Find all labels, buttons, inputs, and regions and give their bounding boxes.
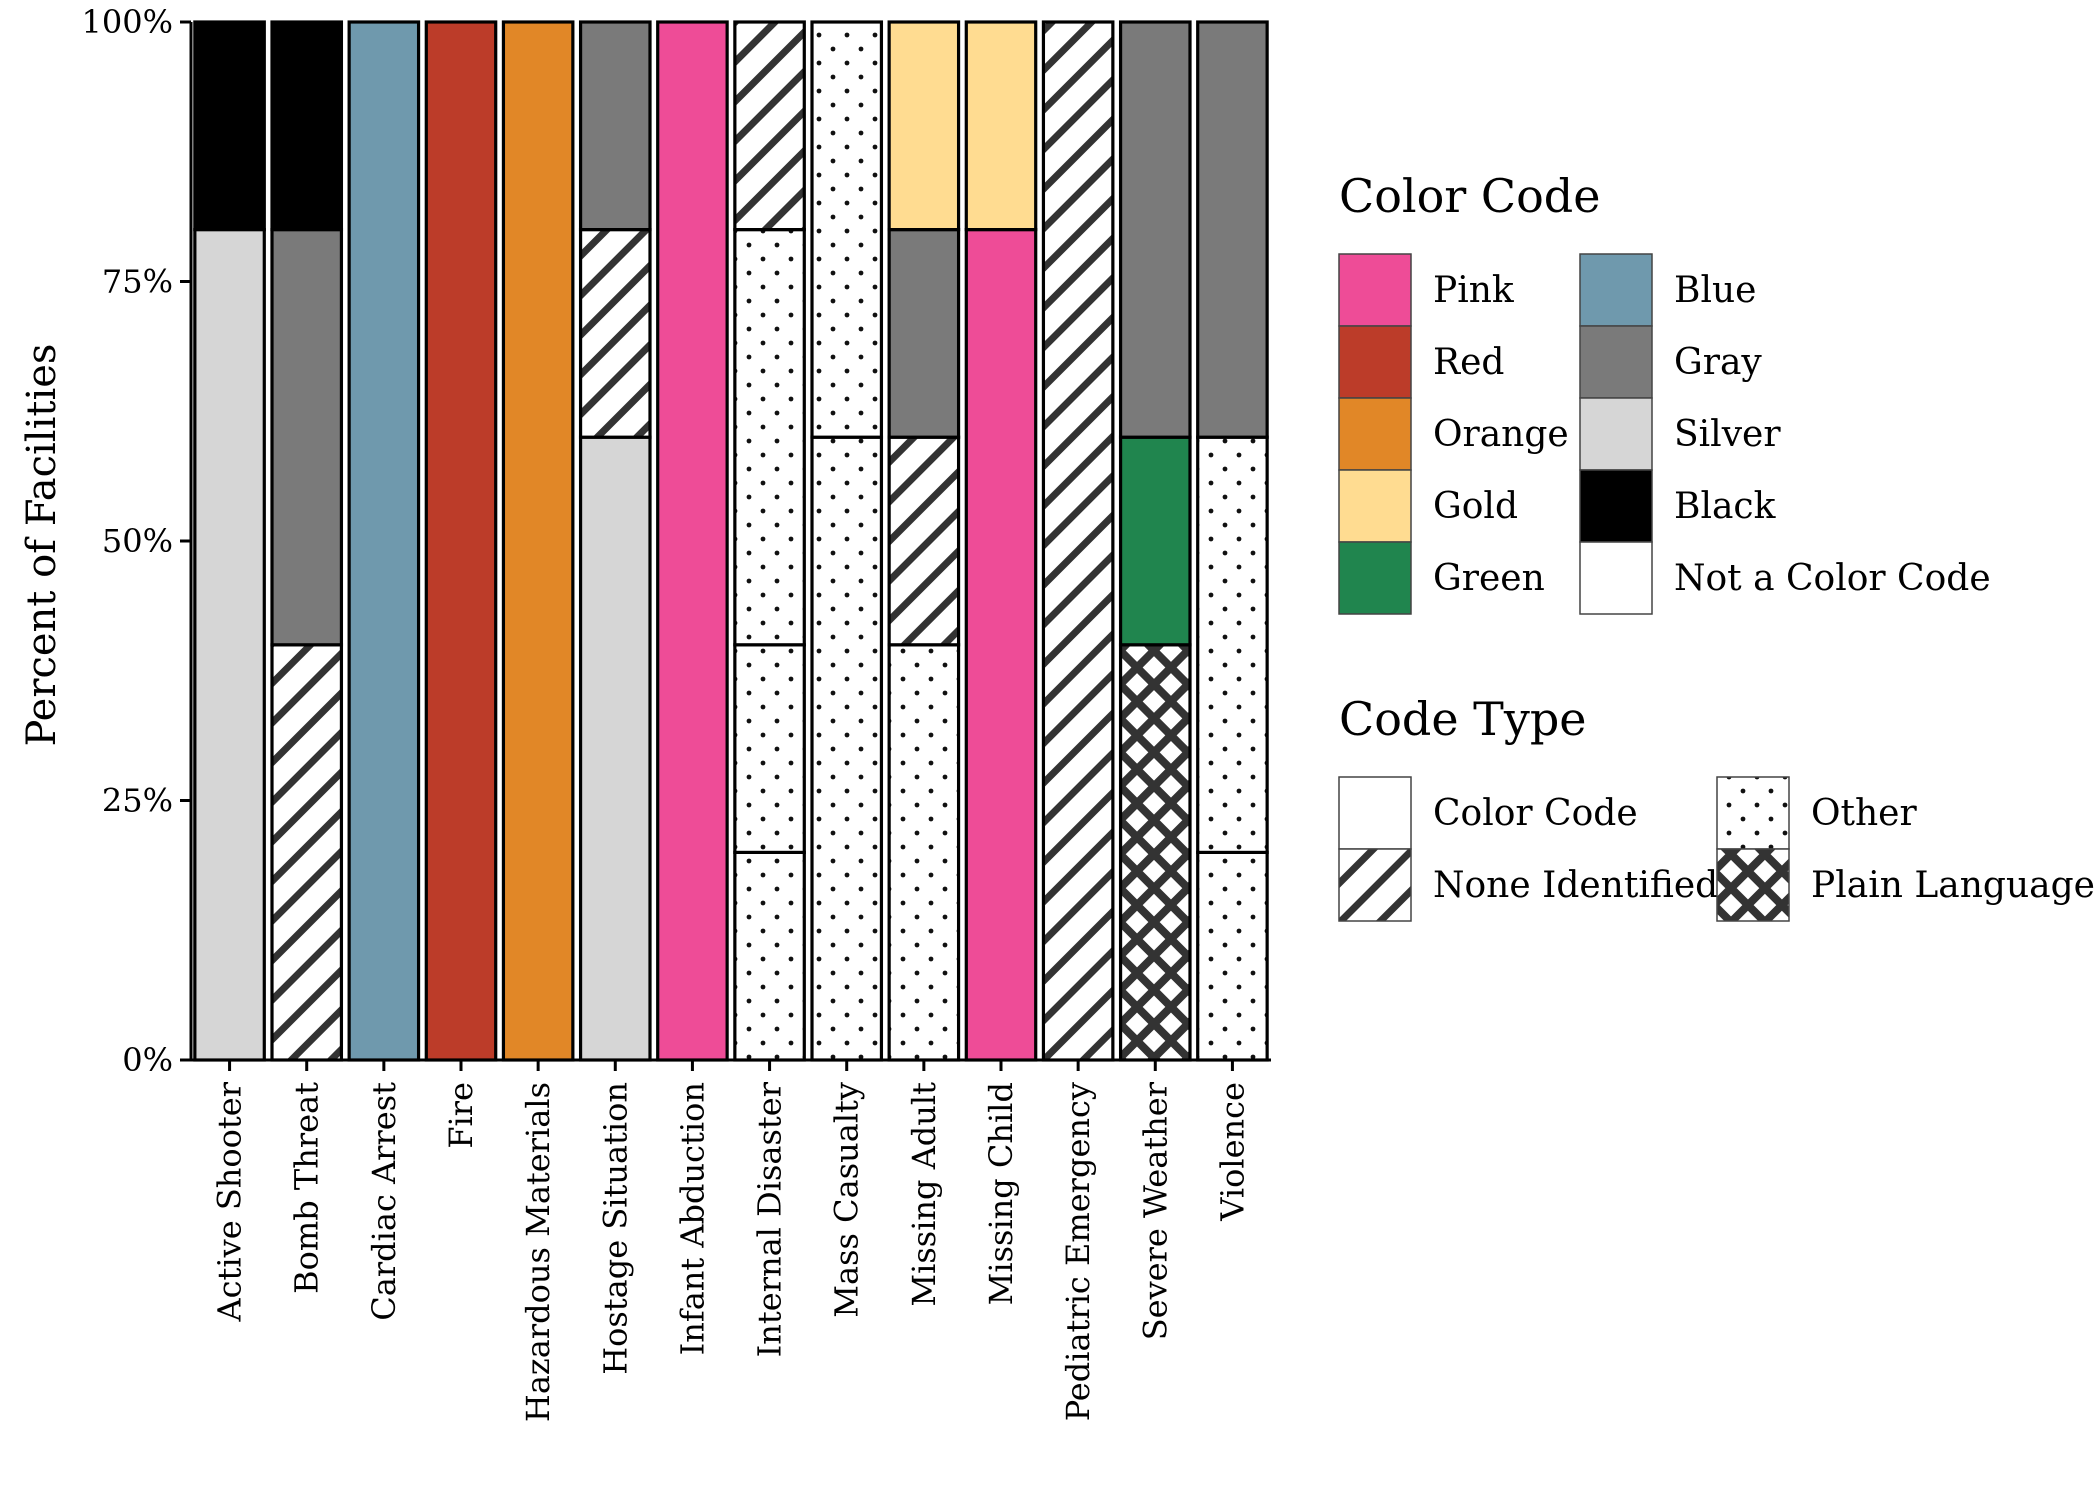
legend-key-blue [1579,253,1653,327]
x-tick-label-active-shooter: Active Shooter [211,1081,249,1322]
bar-segment-active-shooter-1 [193,228,266,1062]
legend-label-color-code: Color Code [1433,793,1638,834]
bar-segment-mass-casualty-1 [810,435,884,1062]
bar-segment-severe-weather-3 [1118,20,1192,439]
x-tick-label-infant-abduction: Infant Abduction [673,1082,711,1355]
legend-label-black: Black [1674,486,1777,527]
x-tick-label-internal-disaster: Internal Disaster [751,1081,789,1357]
bar-segment-missing-adult-4 [887,20,961,232]
x-tick-label-severe-weather: Severe Weather [1136,1081,1174,1340]
legends: Color Code Pink Red Orange Gold Green Blue Gray… [1338,169,2095,922]
x-tick-label-mass-casualty: Mass Casualty [828,1082,866,1318]
bar-segment-severe-weather-1 [1118,643,1192,1062]
y-tick-label: 0% [122,1041,173,1079]
legend-label-orange: Orange [1433,414,1569,455]
legend-title-code-type: Code Type [1339,692,1587,746]
legend-key-not-a-color-code [1579,541,1653,615]
bar-segment-internal-disaster-2 [733,643,806,854]
bar-segment-internal-disaster-3 [733,228,806,647]
bar-segment-violence-2 [1196,435,1269,855]
bar-segment-cardiac-arrest-1 [347,20,421,1062]
legend-key-red [1338,325,1412,399]
legend-key-color-code [1338,776,1412,850]
bar-segment-pediatric-emergency-1 [1041,20,1115,1062]
legend-key-none-identified [1338,848,1412,922]
x-tick-label-fire: Fire [442,1082,480,1149]
legend-title-color-code: Color Code [1339,169,1600,223]
bar-segment-bomb-threat-3 [270,20,344,232]
bar-segment-violence-1 [1196,850,1269,1062]
legend-key-black [1579,469,1653,543]
bar-segment-bomb-threat-2 [270,228,344,647]
legend-label-other: Other [1811,793,1917,834]
legend-key-gray [1579,325,1653,399]
x-tick-label-hostage-situation: Hostage Situation [596,1082,634,1375]
legend-label-silver: Silver [1674,414,1781,455]
legend-key-silver [1579,397,1653,471]
y-tick-label: 25% [102,782,173,820]
bar-segment-mass-casualty-2 [810,20,884,439]
x-axis: Active Shooter Bomb Threat Cardiac Arrest F… [189,1058,1271,1422]
bar-segment-infant-abduction-1 [656,20,729,1062]
bar-segment-hostage-situation-1 [578,435,652,1062]
legend-label-plain-language: Plain Language [1811,865,2095,906]
bar-segment-severe-weather-2 [1118,435,1192,647]
legend-key-orange [1338,397,1412,471]
bar-segment-fire-1 [424,20,498,1062]
bar-segment-missing-child-1 [964,228,1038,1062]
x-tick-label-cardiac-arrest: Cardiac Arrest [365,1082,403,1321]
x-tick-label-missing-child: Missing Child [982,1082,1020,1305]
legend-key-green [1338,541,1412,615]
legend-key-pink [1338,253,1412,327]
legend-label-blue: Blue [1674,270,1756,311]
legend-label-none-identified: None Identified [1433,865,1718,906]
bar-segment-violence-3 [1196,20,1269,439]
bar-segment-hazardous-materials-1 [501,20,575,1062]
legend-key-plain-language [1716,848,1790,922]
y-axis: 0% 25% 50% 75% 100% [82,3,193,1079]
bars-layer [193,20,1269,1062]
y-tick-label: 100% [82,3,173,41]
bar-segment-hostage-situation-3 [578,20,652,232]
bar-segment-internal-disaster-4 [733,20,806,232]
y-axis-title: Percent of Facilities [19,344,65,747]
x-tick-label-hazardous-materials: Hazardous Materials [519,1082,557,1422]
legend-label-pink: Pink [1433,270,1515,311]
legend-label-red: Red [1433,342,1504,383]
x-tick-label-violence: Violence [1213,1082,1251,1222]
bar-segment-internal-disaster-1 [733,850,806,1062]
legend-label-gray: Gray [1674,342,1762,383]
bar-segment-missing-child-2 [964,20,1038,232]
y-tick-label: 50% [102,522,173,560]
bar-segment-missing-adult-2 [887,435,961,647]
legend-label-green: Green [1433,558,1545,599]
legend-label-gold: Gold [1433,486,1518,527]
bar-segment-bomb-threat-1 [270,643,344,1062]
legend-label-not-a-color-code: Not a Color Code [1674,558,1991,599]
x-tick-label-pediatric-emergency: Pediatric Emergency [1059,1082,1097,1421]
bar-segment-hostage-situation-2 [578,228,652,439]
x-tick-label-bomb-threat: Bomb Threat [288,1082,326,1294]
bar-segment-active-shooter-2 [193,20,266,232]
bar-segment-missing-adult-3 [887,228,961,439]
legend-key-other [1716,776,1790,850]
bar-segment-missing-adult-1 [887,643,961,1062]
y-tick-label: 75% [102,263,173,301]
x-tick-label-missing-adult: Missing Adult [905,1082,943,1307]
legend-key-gold [1338,469,1412,543]
